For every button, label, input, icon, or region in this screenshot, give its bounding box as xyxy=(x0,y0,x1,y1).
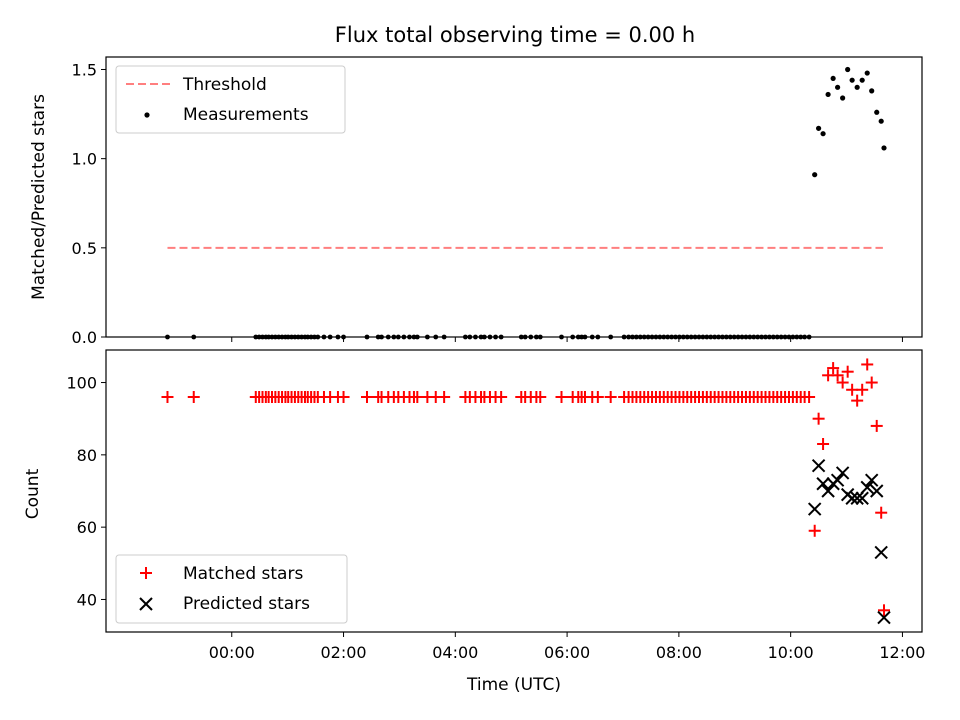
bottom-legend-box xyxy=(115,554,348,624)
top-y-tick-label: 0.5 xyxy=(72,239,97,258)
predicted-star-point xyxy=(874,545,888,560)
matched-star-point xyxy=(411,391,424,403)
bottom-axes-frame xyxy=(105,349,923,633)
x-axis-label: Time (UTC) xyxy=(466,675,561,695)
bottom-y-tick-label: 40 xyxy=(77,590,97,609)
matched-star-point xyxy=(817,438,830,450)
measurement-point xyxy=(845,66,851,73)
predicted-star-point xyxy=(807,502,822,516)
predicted-star-point xyxy=(860,480,874,495)
x-tick-label: 06:00 xyxy=(544,643,590,662)
measurement-point xyxy=(874,109,880,115)
matched-legend-label: Matched stars xyxy=(183,564,303,584)
x-tick-label: 02:00 xyxy=(320,643,366,662)
matched-star-point xyxy=(865,376,878,389)
matched-star-point xyxy=(875,506,888,519)
top-panel: 0.0 0.5 1.0 1.5 Matched/Predicted stars Thr… xyxy=(29,56,923,347)
measurement-point xyxy=(830,75,836,82)
bottom-legend: Matched stars Predicted stars xyxy=(115,554,348,624)
x-tick-label: 04:00 xyxy=(432,643,478,662)
bottom-y-tick-label: 60 xyxy=(77,518,97,537)
measurement-point xyxy=(835,84,841,90)
matched-star-point xyxy=(337,391,350,403)
matched-star-point xyxy=(555,391,568,403)
measurement-point xyxy=(881,145,887,151)
measurements-legend-label: Measurements xyxy=(183,105,309,125)
top-y-tick-label: 1.0 xyxy=(72,150,97,169)
matched-star-point xyxy=(812,412,825,425)
matched-star-point xyxy=(438,391,451,403)
matched-star-point xyxy=(856,383,869,396)
predicted-star-point xyxy=(816,477,830,491)
predicted-star-point xyxy=(870,484,884,498)
measurement-point xyxy=(869,88,875,94)
measurement-point xyxy=(878,118,884,124)
predicted-star-point xyxy=(850,491,864,505)
top-y-axis-label: Matched/Predicted stars xyxy=(29,94,49,300)
top-y-tick-label: 0.0 xyxy=(72,328,97,347)
predicted-star-point xyxy=(855,491,869,505)
matched-star-point xyxy=(361,391,374,403)
bottom-panel: 40 60 80 100 00:00 02:00 04:00 06:00 08:00 10:00 1… xyxy=(23,349,925,695)
top-legend-box xyxy=(115,65,346,134)
measurement-point xyxy=(816,125,822,131)
top-axes-frame xyxy=(105,56,923,338)
measurement-point xyxy=(820,131,826,137)
matched-star-point xyxy=(591,391,604,403)
matched-star-point xyxy=(846,383,859,396)
measurement-point xyxy=(840,95,846,101)
matched-star-point xyxy=(187,391,200,403)
matched-star-point xyxy=(851,394,864,407)
threshold-legend-label: Threshold xyxy=(182,75,267,95)
top-y-tick-label: 1.5 xyxy=(72,60,97,79)
measurement-point xyxy=(854,84,860,90)
chart-title: Flux total observing time = 0.00 h xyxy=(335,23,695,47)
matched-star-point xyxy=(827,362,840,375)
matched-star-point xyxy=(604,391,617,403)
matched-star-point xyxy=(841,365,854,378)
predicted-star-point xyxy=(821,484,835,498)
x-tick-label: 12:00 xyxy=(879,643,925,662)
matched-star-point xyxy=(831,369,844,382)
predicted-legend-swatch xyxy=(139,597,153,611)
bottom-y-tick-label: 100 xyxy=(66,374,97,393)
matched-star-point xyxy=(870,419,883,432)
predicted-star-point xyxy=(811,458,826,473)
matched-star-point xyxy=(495,391,508,403)
matched-star-point xyxy=(808,524,821,537)
matched-star-point xyxy=(161,391,174,403)
top-legend: Threshold Measurements xyxy=(115,65,346,134)
predicted-star-point xyxy=(835,466,850,480)
matched-legend-swatch xyxy=(140,567,152,579)
measurement-point xyxy=(859,77,865,83)
measurement-point xyxy=(812,172,818,178)
predicted-star-point xyxy=(864,473,879,487)
x-tick-label: 00:00 xyxy=(209,643,255,662)
predicted-star-point xyxy=(845,491,859,505)
matched-star-point xyxy=(803,391,816,403)
matched-star-point xyxy=(534,391,547,403)
matched-star-point xyxy=(836,376,849,389)
x-tick-label: 10:00 xyxy=(768,643,814,662)
x-tick-label: 08:00 xyxy=(656,643,702,662)
matched-star-point xyxy=(861,358,874,371)
measurement-point xyxy=(825,91,831,98)
measurements-legend-swatch xyxy=(144,112,150,118)
predicted-star-point xyxy=(830,473,845,487)
predicted-star-point xyxy=(877,610,891,625)
measurement-point xyxy=(849,77,855,83)
predicted-legend-label: Predicted stars xyxy=(183,594,310,614)
matched-star-point xyxy=(877,604,890,617)
measurement-point xyxy=(864,70,870,76)
bottom-y-tick-label: 80 xyxy=(77,446,97,465)
bottom-y-axis-label: Count xyxy=(23,468,43,519)
